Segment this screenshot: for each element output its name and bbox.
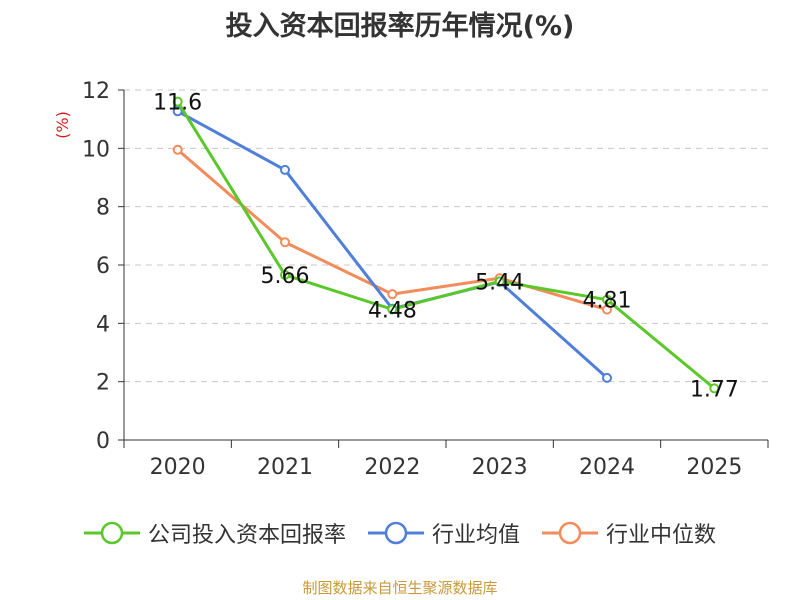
- data-point: [280, 164, 290, 175]
- x-tick-label: 2020: [150, 455, 206, 480]
- data-label: 4.48: [368, 298, 417, 323]
- y-tick-label: 2: [96, 371, 110, 396]
- x-tick-label: 2025: [686, 455, 742, 480]
- series-line: [176, 100, 716, 390]
- data-labels: 11.6 5.66 4.48 5.44 4.81 1.77: [153, 91, 739, 403]
- gridlines: [124, 89, 768, 383]
- x-tick-label: 2024: [579, 455, 635, 480]
- data-point: [387, 304, 398, 315]
- data-label: 11.6: [153, 91, 202, 116]
- data-label: 5.66: [261, 264, 310, 289]
- x-tick-label: 2021: [257, 455, 313, 480]
- data-point: [172, 144, 183, 155]
- data-point: [602, 304, 612, 315]
- y-tick-label: 12: [82, 79, 110, 104]
- data-point: [387, 289, 398, 300]
- data-point: [494, 276, 505, 287]
- data-point: [602, 294, 612, 305]
- legend-item[interactable]: 行业均值: [367, 517, 520, 549]
- y-tick-label: 8: [96, 196, 110, 221]
- legend-label: 公司投入资本回报率: [147, 523, 346, 548]
- series: [172, 96, 720, 394]
- legend-marker-icon: [542, 521, 598, 545]
- x-tick-label: 2023: [472, 455, 528, 480]
- y-axis-label: (%): [53, 111, 72, 139]
- data-point: [172, 96, 183, 107]
- data-point: [709, 383, 720, 394]
- data-point: [172, 106, 183, 117]
- y-tick-label: 4: [96, 312, 110, 337]
- x-tick-label: 2022: [364, 455, 420, 480]
- y-tick-label: 6: [96, 254, 110, 279]
- legend-label: 行业中位数: [606, 523, 717, 548]
- source-note: 制图数据来自恒生聚源数据库: [302, 579, 498, 597]
- data-point: [280, 237, 290, 248]
- data-point: [280, 269, 290, 280]
- data-label: 5.44: [475, 270, 524, 295]
- axes: 0 2 4 6 8 10 12 (%) 2020 2021 2022 2023 2024 2025: [53, 79, 769, 480]
- legend: 公司投入资本回报率 行业均值 行业中位数: [0, 517, 800, 549]
- y-tick-label: 10: [82, 137, 110, 162]
- data-point: [602, 372, 612, 383]
- data-label: 4.81: [583, 289, 632, 314]
- legend-marker-icon: [367, 521, 424, 545]
- legend-item[interactable]: 行业中位数: [542, 517, 716, 549]
- chart-title: 投入资本回报率历年情况(%): [225, 11, 575, 42]
- legend-item[interactable]: 公司投入资本回报率: [83, 517, 346, 549]
- legend-marker-icon: [83, 521, 140, 545]
- series-line: [176, 109, 608, 379]
- y-tick-label: 0: [96, 429, 110, 454]
- series-line: [176, 148, 608, 312]
- data-label: 1.77: [690, 377, 739, 402]
- legend-label: 行业均值: [431, 523, 520, 548]
